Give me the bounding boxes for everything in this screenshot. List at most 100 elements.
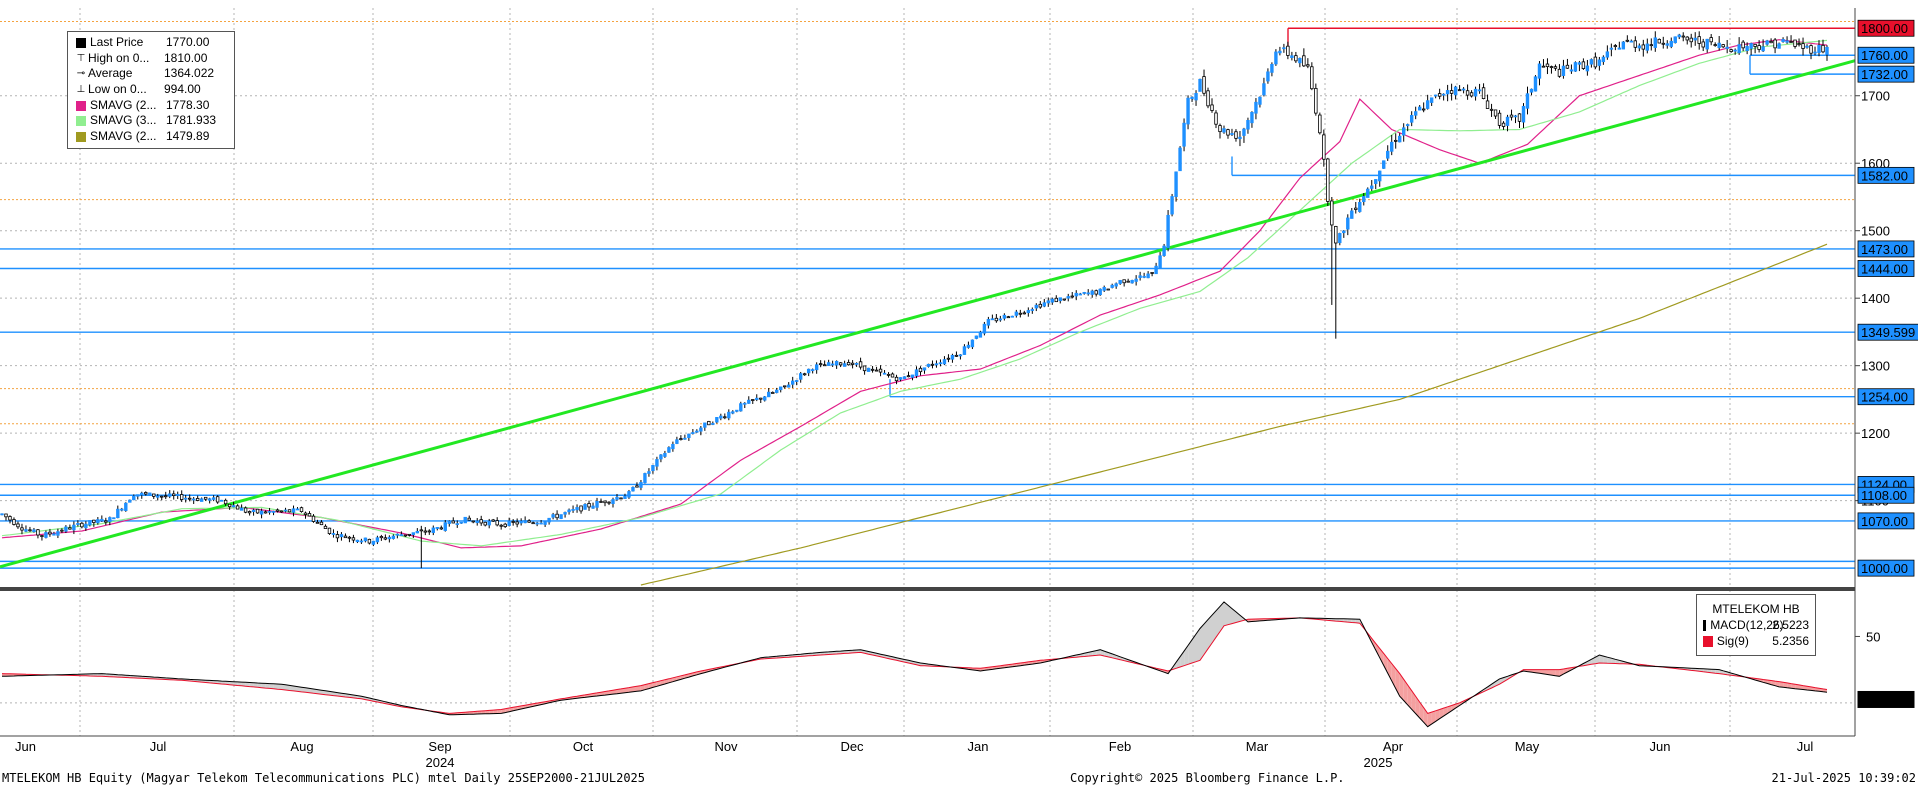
candle-body: [16, 523, 20, 528]
candle-body: [906, 375, 911, 378]
macd-panel: [0, 601, 1855, 728]
candle-body: [88, 520, 92, 526]
candle-body: [1058, 297, 1062, 302]
macd-fill: [1224, 601, 1228, 626]
signal-label: Sig(9): [1716, 634, 1749, 648]
macd-fill: [1439, 708, 1444, 719]
candle-body: [1761, 46, 1765, 52]
macd-fill: [1555, 669, 1560, 677]
candle-body: [1330, 200, 1334, 226]
candle-body: [962, 346, 967, 355]
candle-body: [603, 500, 607, 504]
macd-fill: [1228, 605, 1232, 625]
candle-body: [148, 492, 152, 496]
x-tick-label: Jul: [150, 739, 167, 754]
candle-body: [1022, 312, 1027, 315]
candle-body: [866, 367, 871, 372]
legend-row: ⊸ Average 1364.022: [74, 66, 230, 82]
macd-fill: [1807, 686, 1811, 691]
y-tick-label: 1300: [1861, 359, 1890, 374]
candle-body: [978, 331, 983, 338]
candle-body: [1557, 68, 1562, 77]
candle-body: [156, 495, 160, 498]
candle-body: [108, 517, 112, 522]
candle-body: [631, 486, 635, 492]
candle-body: [1134, 278, 1138, 282]
candle-body: [527, 520, 531, 523]
candle-body: [1110, 284, 1114, 288]
candle-body: [92, 519, 96, 523]
macd-fill: [501, 708, 506, 714]
candle-body: [323, 525, 328, 529]
candle-body: [974, 335, 979, 339]
candle-body: [523, 520, 527, 524]
macd-fill: [1587, 659, 1592, 665]
price-label-box: [1857, 323, 1918, 341]
candle-body: [1445, 90, 1450, 95]
candle-body: [187, 497, 192, 500]
candle-body: [1625, 39, 1630, 42]
candle-body: [168, 493, 172, 497]
candle-body: [307, 513, 312, 517]
candle-body: [643, 473, 647, 484]
macd-line: [1, 601, 1828, 728]
candle-body: [1078, 293, 1082, 296]
macd-fill: [93, 673, 98, 677]
candle-body: [699, 427, 703, 432]
candle-body: [1334, 225, 1338, 244]
candle-body: [287, 509, 292, 513]
candle-body: [132, 495, 136, 501]
x-tick-label: Jun: [1650, 739, 1671, 754]
candle-body: [1358, 201, 1362, 212]
panel-separator: [0, 587, 1855, 591]
candle-body: [779, 386, 783, 391]
candle-body: [1154, 265, 1158, 275]
macd-fill: [1220, 601, 1224, 632]
price-label-box: [1857, 486, 1915, 504]
candle-body: [707, 421, 711, 426]
candle-body: [591, 505, 595, 509]
candle-body: [399, 534, 404, 537]
macd-fill: [625, 687, 629, 693]
x-tick-label: Mar: [1246, 739, 1269, 754]
candle-body: [1382, 160, 1386, 169]
candle-body: [1429, 97, 1434, 103]
candle-body: [1170, 196, 1174, 215]
candle-body: [164, 495, 168, 498]
candle-body: [627, 491, 631, 498]
macd-fill: [1200, 624, 1204, 661]
candle-body: [727, 411, 731, 419]
candle-body: [611, 499, 615, 504]
candle-body: [1693, 37, 1697, 41]
candle-body: [40, 535, 44, 537]
candle-body: [4, 513, 8, 518]
candle-body: [387, 536, 392, 540]
legend-row: ⊥ Low on 0... 994.00: [74, 82, 230, 98]
signal-value: 5.2356: [1772, 634, 1809, 648]
candle-body: [771, 392, 775, 394]
candle-body: [1190, 96, 1194, 99]
candle-body: [1765, 40, 1769, 45]
price-labels: 1800.00 1760.00 1732.00 1582.00 1473.00 1444.…: [1857, 19, 1918, 708]
macd-fill: [297, 686, 302, 692]
candle-body: [68, 527, 72, 530]
sma-line: [1, 39, 1828, 549]
sma-line: [1, 39, 1828, 547]
candle-body: [747, 399, 751, 404]
candle-body: [1637, 45, 1642, 49]
candle-body: [1425, 100, 1430, 109]
macd-fill: [1451, 704, 1456, 711]
macd-fill: [1551, 669, 1556, 676]
candle-body: [759, 397, 763, 400]
candle-body: [1250, 111, 1254, 124]
candle-body: [1106, 288, 1110, 291]
macd-fill: [609, 690, 613, 695]
candle-body: [1122, 279, 1126, 284]
candle-body: [1521, 105, 1526, 123]
candle-body: [267, 510, 272, 513]
candle-body: [471, 520, 475, 523]
candle-body: [1206, 90, 1210, 107]
macd-label: MACD(12,26): [1710, 618, 1784, 632]
candle-body: [798, 373, 803, 380]
macd-fill: [273, 683, 278, 690]
